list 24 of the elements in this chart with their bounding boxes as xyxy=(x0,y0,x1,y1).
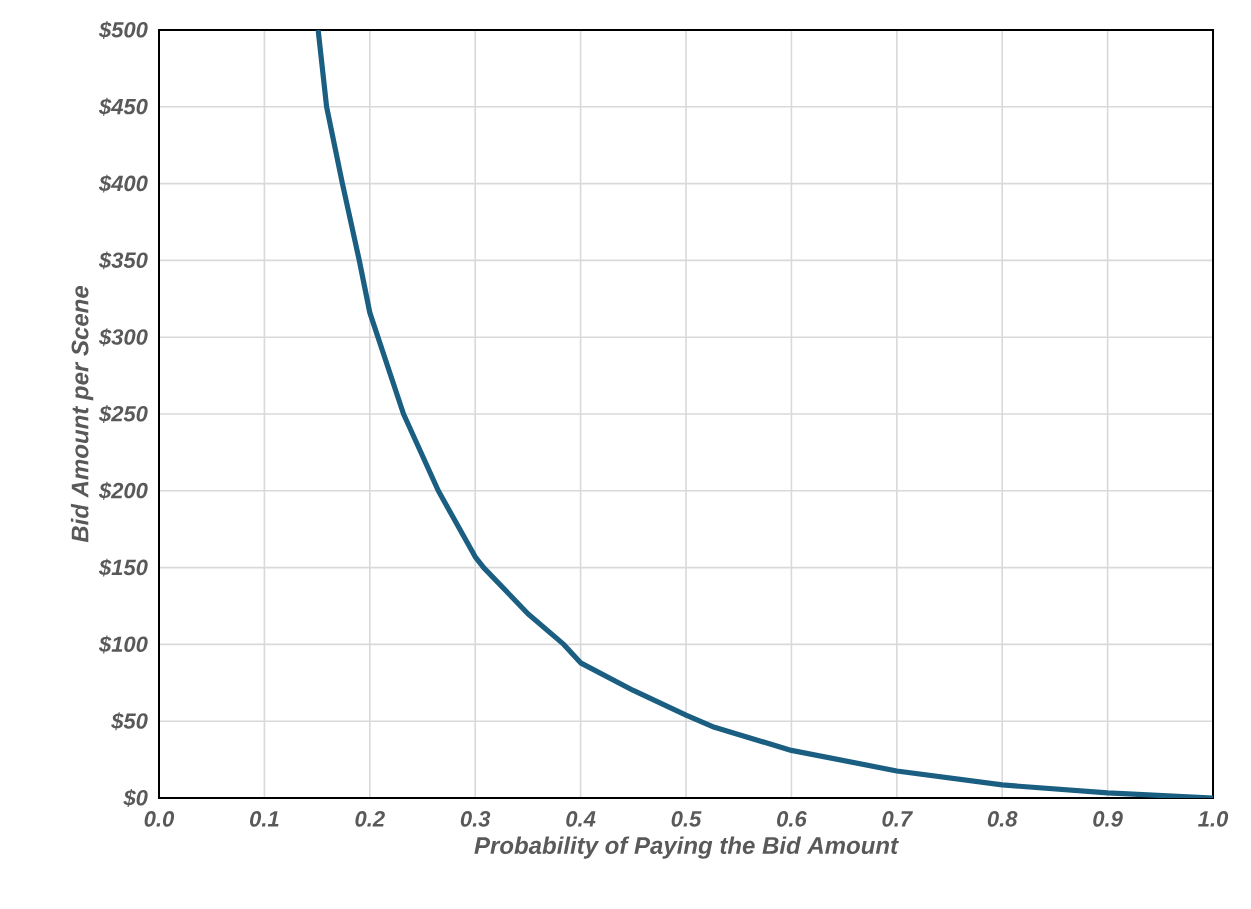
y-tick-label: $500 xyxy=(98,21,148,39)
x-tick-label: 0.4 xyxy=(566,811,596,827)
x-tick-label: 1.0 xyxy=(1198,811,1229,827)
y-tick-label: $0 xyxy=(123,789,148,807)
x-tick-label: 0.9 xyxy=(1093,811,1123,827)
y-tick-label: $250 xyxy=(98,405,148,423)
y-axis-title: Bid Amount per Scene xyxy=(70,286,94,543)
y-tick-label: $100 xyxy=(98,635,148,654)
x-axis-title: Probability of Paying the Bid Amount xyxy=(474,836,899,859)
x-tick-label: 0.1 xyxy=(250,811,279,827)
y-tick-label: $450 xyxy=(98,97,148,116)
y-tick-label: $200 xyxy=(98,481,148,500)
x-tick-label: 0.2 xyxy=(355,811,385,827)
y-tick-label: $400 xyxy=(98,174,148,193)
y-tick-label: $350 xyxy=(98,251,148,270)
x-tick-label: 0.5 xyxy=(671,811,702,827)
x-tick-label: 0.6 xyxy=(777,811,807,827)
y-tick-label: $300 xyxy=(98,328,148,347)
y-tick-label: $50 xyxy=(111,712,148,731)
x-tick-label: 0.7 xyxy=(882,811,913,827)
x-tick-label: 0.8 xyxy=(987,811,1018,827)
y-tick-label: $150 xyxy=(98,558,148,577)
x-tick-label: 0.0 xyxy=(144,811,175,827)
x-tick-label: 0.3 xyxy=(460,811,491,827)
